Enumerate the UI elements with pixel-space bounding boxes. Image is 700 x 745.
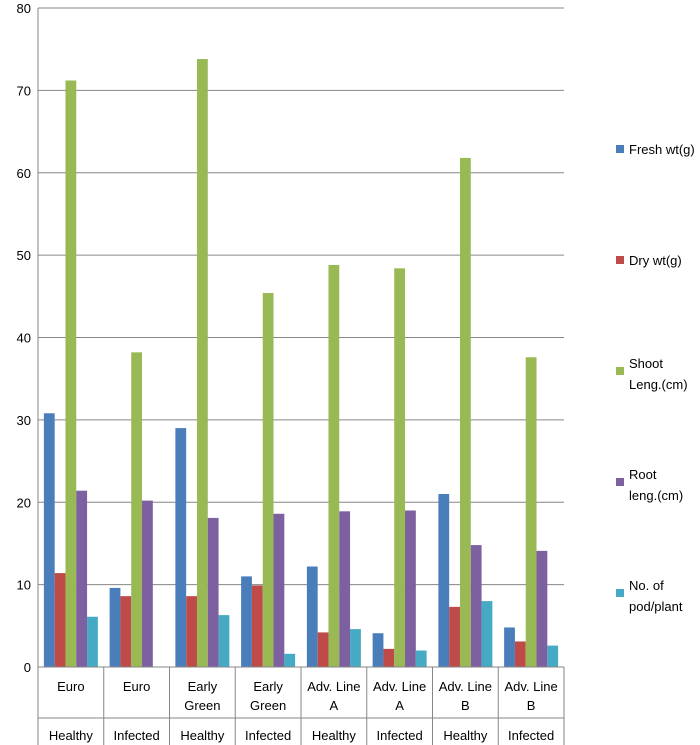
bar <box>481 601 493 667</box>
bar <box>525 357 537 667</box>
legend-swatch <box>616 367 624 375</box>
legend-label: Dry wt(g) <box>629 253 682 268</box>
bars <box>43 59 559 668</box>
bar <box>76 490 88 667</box>
x-tick-label-variety: Adv. Line <box>373 679 426 694</box>
bar <box>514 641 526 667</box>
y-tick-label: 20 <box>17 495 31 510</box>
legend-item: Dry wt(g) <box>616 253 682 268</box>
y-tick-label: 60 <box>17 166 31 181</box>
x-tick-label-variety: Adv. Line <box>307 679 360 694</box>
x-tick-label-variety: Adv. Line <box>439 679 492 694</box>
legend-item: No. of pod/plant <box>616 578 683 614</box>
x-tick-labels: Euro Healthy Euro Infected Early Green Healthy… <box>49 679 558 743</box>
legend-swatch <box>616 145 624 153</box>
y-tick-label: 0 <box>24 660 31 675</box>
legend-label: pod/plant <box>629 599 683 614</box>
x-tick-label-condition: Infected <box>245 728 291 743</box>
bar <box>372 633 384 667</box>
bar <box>328 265 340 667</box>
bar <box>43 413 55 667</box>
bar <box>109 587 121 667</box>
legend: Fresh wt(g) Dry wt(g) Shoot Leng.(cm) Root le… <box>616 142 695 614</box>
y-tick-label: 70 <box>17 83 31 98</box>
x-tick-label-condition: Healthy <box>49 728 94 743</box>
y-tick-label: 80 <box>17 1 31 16</box>
bar <box>142 500 153 667</box>
legend-swatch <box>616 256 624 264</box>
x-tick-label-condition: Healthy <box>312 728 357 743</box>
x-tick-label-variety: Euro <box>123 679 150 694</box>
y-tick-label: 50 <box>17 248 31 263</box>
bar <box>218 615 230 667</box>
bar <box>54 573 66 667</box>
bar <box>536 550 548 667</box>
legend-label: leng.(cm) <box>629 488 683 503</box>
bar <box>438 494 450 667</box>
y-tick-label: 30 <box>17 413 31 428</box>
x-tick-label-condition: Infected <box>113 728 159 743</box>
bar <box>306 566 318 667</box>
y-tick-label: 10 <box>17 578 31 593</box>
y-tick-labels: 0 10 20 30 40 50 60 70 80 <box>17 1 31 675</box>
bar <box>131 352 143 667</box>
y-tick-label: 40 <box>17 331 31 346</box>
bar <box>65 80 77 668</box>
bar <box>547 645 559 667</box>
legend-item: Root leng.(cm) <box>616 467 683 503</box>
bar <box>196 59 208 667</box>
bar <box>241 576 252 667</box>
legend-label: Root <box>629 467 657 482</box>
bar <box>186 596 197 667</box>
bar <box>405 510 416 667</box>
x-tick-label-condition: Infected <box>508 728 554 743</box>
x-tick-label-variety: Green <box>250 698 286 713</box>
legend-item: Shoot Leng.(cm) <box>616 356 688 392</box>
gridlines <box>38 7 564 586</box>
legend-label: No. of <box>629 578 664 593</box>
bar <box>394 268 406 667</box>
bar <box>284 653 296 667</box>
x-tick-label-condition: Healthy <box>180 728 225 743</box>
legend-item: Fresh wt(g) <box>616 142 695 157</box>
x-tick-label-variety: B <box>461 698 470 713</box>
legend-swatch <box>616 478 624 486</box>
bar <box>317 632 329 667</box>
bar <box>120 596 132 667</box>
x-tick-label-variety: A <box>330 698 339 713</box>
bar <box>504 627 515 667</box>
bar <box>383 648 395 667</box>
x-tick-label-variety: Adv. Line <box>505 679 558 694</box>
bar <box>273 513 285 667</box>
x-tick-label-condition: Infected <box>376 728 422 743</box>
x-tick-label-variety: Early <box>188 679 218 694</box>
x-tick-label-condition: Healthy <box>443 728 488 743</box>
legend-label: Shoot <box>629 356 663 371</box>
legend-label: Leng.(cm) <box>629 377 688 392</box>
bar <box>251 585 263 667</box>
x-tick-label-variety: Early <box>253 679 283 694</box>
axes <box>37 8 565 745</box>
x-tick-label-variety: Euro <box>57 679 84 694</box>
x-tick-label-variety: A <box>395 698 404 713</box>
bar <box>207 517 219 667</box>
x-tick-label-variety: B <box>527 698 536 713</box>
legend-swatch <box>616 589 624 597</box>
bar <box>87 616 98 667</box>
bar <box>449 606 460 667</box>
bar <box>350 629 361 667</box>
bar <box>175 428 187 667</box>
bar <box>415 650 427 667</box>
x-tick-label-variety: Green <box>184 698 220 713</box>
bar <box>470 545 482 667</box>
bar <box>459 157 471 668</box>
bar <box>262 293 274 667</box>
legend-label: Fresh wt(g) <box>629 142 695 157</box>
bar <box>339 511 351 667</box>
